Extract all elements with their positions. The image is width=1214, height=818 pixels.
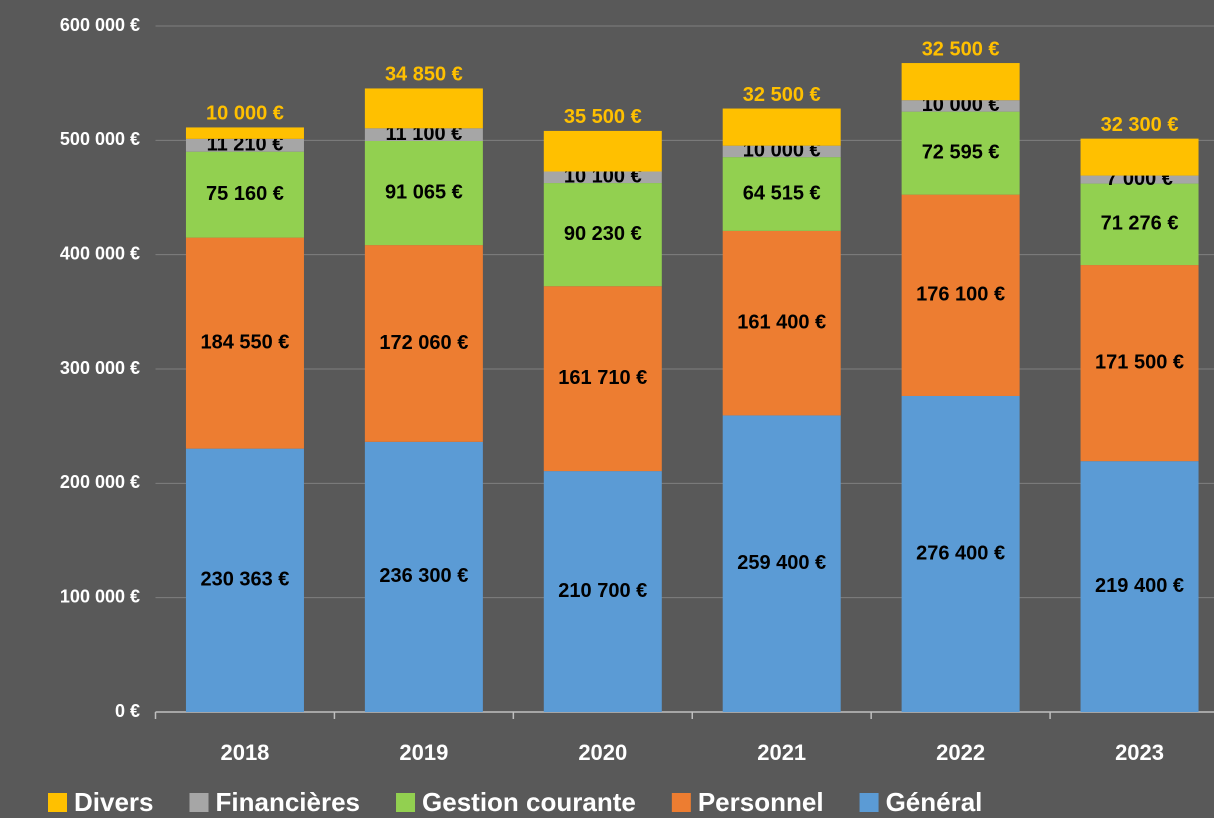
y-tick-label: 600 000 €	[60, 15, 140, 35]
data-label: 72 595 €	[922, 141, 1000, 163]
legend-swatch	[48, 793, 67, 812]
bar-segment	[364, 140, 483, 246]
bar-segment	[543, 171, 662, 184]
bar-segment	[185, 127, 304, 139]
data-label: 171 500 €	[1095, 351, 1184, 373]
data-label: 176 100 €	[916, 284, 1005, 306]
data-label: 32 300 €	[1101, 114, 1179, 136]
bar-segment	[1080, 138, 1199, 176]
bar-segment	[722, 415, 841, 712]
bar-segment	[543, 183, 662, 287]
bar-segment	[901, 100, 1020, 112]
data-label: 276 400 €	[916, 542, 1005, 564]
data-label: 90 230 €	[564, 223, 642, 245]
data-label: 71 276 €	[1101, 213, 1179, 235]
data-label: 230 363 €	[200, 569, 289, 591]
bar-segment	[901, 194, 1020, 396]
legend-label: Général	[886, 787, 983, 817]
bar-segment	[185, 448, 304, 712]
bar-segment	[1080, 183, 1199, 266]
y-tick-label: 0 €	[115, 701, 140, 721]
x-tick-label: 2023	[1115, 740, 1164, 765]
data-label: 210 700 €	[558, 580, 647, 602]
bar-segment	[364, 245, 483, 442]
data-label: 34 850 €	[385, 64, 463, 86]
bar-segment	[901, 395, 1020, 712]
x-tick-label: 2019	[399, 740, 448, 765]
data-label: 172 060 €	[379, 332, 468, 354]
data-label: 64 515 €	[743, 182, 821, 204]
bar-segment	[185, 151, 304, 238]
legend-label: Financières	[216, 787, 361, 817]
y-tick-label: 400 000 €	[60, 243, 140, 263]
bar-segment	[1080, 461, 1199, 712]
bar-segment	[543, 130, 662, 172]
bar-segment	[543, 471, 662, 712]
legend-swatch	[189, 793, 209, 812]
bar-segment	[722, 145, 841, 158]
data-label: 161 710 €	[558, 367, 647, 389]
bar-segment	[364, 88, 483, 129]
bar-segment	[901, 111, 1020, 195]
legend-swatch	[671, 793, 691, 812]
x-tick-label: 2021	[757, 740, 806, 765]
bar-segment	[1080, 265, 1199, 462]
data-label: 259 400 €	[737, 552, 826, 574]
legend-swatch	[859, 793, 879, 812]
y-tick-label: 100 000 €	[60, 586, 140, 606]
bar-segment	[901, 63, 1020, 101]
data-label: 32 500 €	[743, 84, 821, 106]
x-tick-label: 2018	[220, 740, 269, 765]
bar-segment	[722, 157, 841, 231]
legend-label: Personnel	[698, 787, 824, 817]
bar-segment	[1080, 175, 1199, 184]
data-label: 91 065 €	[385, 181, 463, 203]
bar-segment	[722, 108, 841, 146]
x-tick-label: 2022	[936, 740, 985, 765]
data-label: 184 550 €	[200, 331, 289, 353]
y-tick-label: 500 000 €	[60, 129, 140, 149]
legend-label: Divers	[74, 787, 154, 817]
x-tick-label: 2020	[578, 740, 627, 765]
data-label: 32 500 €	[922, 38, 1000, 60]
bar-segment	[364, 128, 483, 141]
data-label: 11 210 €	[207, 134, 284, 156]
data-label: 10 000 €	[206, 103, 284, 125]
y-tick-label: 200 000 €	[60, 472, 140, 492]
data-label: 35 500 €	[564, 106, 642, 128]
bar-segment	[364, 441, 483, 712]
bar-segment	[543, 286, 662, 472]
data-label: 75 160 €	[206, 183, 284, 205]
y-tick-label: 300 000 €	[60, 358, 140, 378]
bar-segment	[722, 230, 841, 416]
legend-swatch	[396, 793, 416, 812]
legend-label: Gestion courante	[422, 787, 636, 817]
data-label: 236 300 €	[379, 565, 468, 587]
bar-segment	[185, 138, 304, 152]
data-label: 11 100 €	[386, 123, 463, 145]
data-label: 219 400 €	[1095, 575, 1184, 597]
bar-segment	[185, 237, 304, 449]
data-label: 161 400 €	[737, 311, 826, 333]
